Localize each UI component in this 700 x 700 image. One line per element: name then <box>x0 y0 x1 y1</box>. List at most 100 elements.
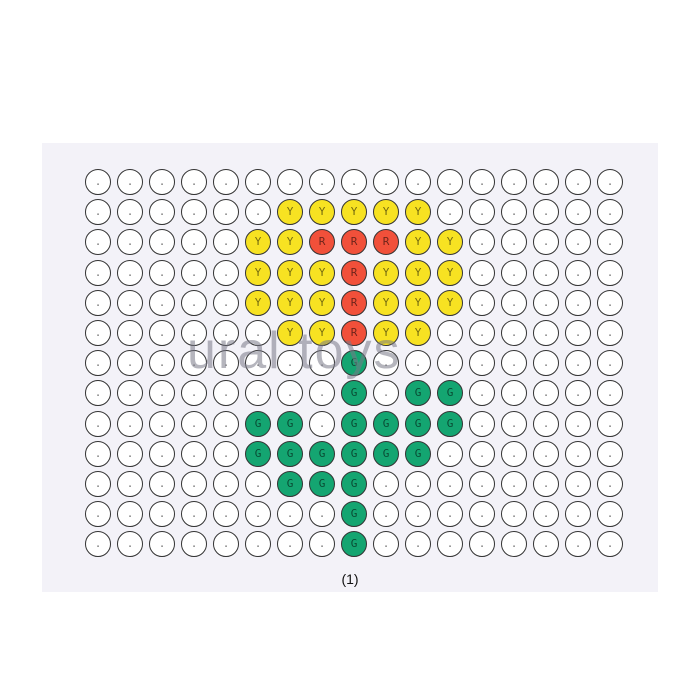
dot-empty: . <box>245 320 271 346</box>
dot-empty: . <box>309 380 335 407</box>
dot-empty: . <box>597 320 623 346</box>
dot-empty: . <box>181 501 207 528</box>
dot-empty: . <box>501 380 527 407</box>
dot-empty: . <box>213 169 239 195</box>
dot-empty: . <box>213 501 239 528</box>
dot-green: G <box>277 440 303 467</box>
dot-empty: . <box>117 259 143 286</box>
dot-empty: . <box>533 320 559 346</box>
dot-empty: . <box>437 169 463 195</box>
dot-empty: . <box>149 501 175 528</box>
dot-green: G <box>405 380 431 407</box>
dot-empty: . <box>469 169 495 195</box>
dot-empty: . <box>533 289 559 316</box>
dot-red: R <box>341 229 367 256</box>
dot-yellow: Y <box>405 229 431 256</box>
dot-empty: . <box>309 410 335 437</box>
card-label: (1) <box>341 571 359 587</box>
dot-empty: . <box>437 471 463 497</box>
dot-empty: . <box>565 259 591 286</box>
dot-empty: . <box>85 501 111 528</box>
dot-empty: . <box>501 320 527 346</box>
dot-empty: . <box>469 350 495 377</box>
dot-empty: . <box>213 350 239 377</box>
dot-empty: . <box>117 380 143 407</box>
dot-empty: . <box>565 289 591 316</box>
dot-empty: . <box>469 229 495 256</box>
dot-empty: . <box>85 350 111 377</box>
dot-empty: . <box>277 350 303 377</box>
dot-empty: . <box>85 440 111 467</box>
dot-green: G <box>309 471 335 497</box>
dot-empty: . <box>149 320 175 346</box>
dot-yellow: Y <box>405 320 431 346</box>
dot-empty: . <box>373 380 399 407</box>
dot-empty: . <box>245 531 271 558</box>
dot-green: G <box>341 410 367 437</box>
dot-empty: . <box>277 169 303 195</box>
dot-green: G <box>277 471 303 497</box>
dot-empty: . <box>181 259 207 286</box>
dot-empty: . <box>213 229 239 256</box>
dot-empty: . <box>501 199 527 226</box>
dot-empty: . <box>533 259 559 286</box>
dot-empty: . <box>85 471 111 497</box>
dot-green: G <box>245 440 271 467</box>
dot-empty: . <box>149 229 175 256</box>
dot-empty: . <box>117 440 143 467</box>
dot-empty: . <box>533 229 559 256</box>
dot-empty: . <box>405 531 431 558</box>
dot-empty: . <box>117 501 143 528</box>
dot-green: G <box>309 440 335 467</box>
dot-empty: . <box>213 471 239 497</box>
dot-yellow: Y <box>277 229 303 256</box>
dot-yellow: Y <box>405 259 431 286</box>
dot-red: R <box>341 289 367 316</box>
dot-green: G <box>341 440 367 467</box>
dot-empty: . <box>501 531 527 558</box>
dot-empty: . <box>501 410 527 437</box>
dot-yellow: Y <box>373 289 399 316</box>
dot-empty: . <box>373 350 399 377</box>
dot-empty: . <box>565 169 591 195</box>
dot-empty: . <box>149 289 175 316</box>
dot-yellow: Y <box>245 259 271 286</box>
dot-empty: . <box>85 320 111 346</box>
dot-empty: . <box>501 259 527 286</box>
dot-green: G <box>373 440 399 467</box>
dot-empty: . <box>469 289 495 316</box>
dot-empty: . <box>501 229 527 256</box>
dot-empty: . <box>469 531 495 558</box>
dot-empty: . <box>181 440 207 467</box>
dot-empty: . <box>533 380 559 407</box>
dot-yellow: Y <box>277 259 303 286</box>
dot-green: G <box>277 410 303 437</box>
dot-yellow: Y <box>277 199 303 226</box>
dot-empty: . <box>213 199 239 226</box>
dot-empty: . <box>373 169 399 195</box>
dot-green: G <box>405 440 431 467</box>
dot-empty: . <box>277 531 303 558</box>
dot-empty: . <box>597 471 623 497</box>
dot-empty: . <box>245 380 271 407</box>
dot-empty: . <box>117 410 143 437</box>
dot-empty: . <box>437 531 463 558</box>
dot-empty: . <box>117 199 143 226</box>
dot-yellow: Y <box>309 320 335 346</box>
dot-empty: . <box>565 531 591 558</box>
dot-yellow: Y <box>277 289 303 316</box>
dot-red: R <box>341 259 367 286</box>
dot-empty: . <box>373 471 399 497</box>
dot-empty: . <box>565 501 591 528</box>
dot-empty: . <box>181 471 207 497</box>
dot-empty: . <box>149 199 175 226</box>
dot-green: G <box>405 410 431 437</box>
dot-green: G <box>437 410 463 437</box>
dot-empty: . <box>85 531 111 558</box>
dot-empty: . <box>469 501 495 528</box>
dot-empty: . <box>85 410 111 437</box>
dot-empty: . <box>213 531 239 558</box>
dot-empty: . <box>181 229 207 256</box>
dot-yellow: Y <box>341 199 367 226</box>
